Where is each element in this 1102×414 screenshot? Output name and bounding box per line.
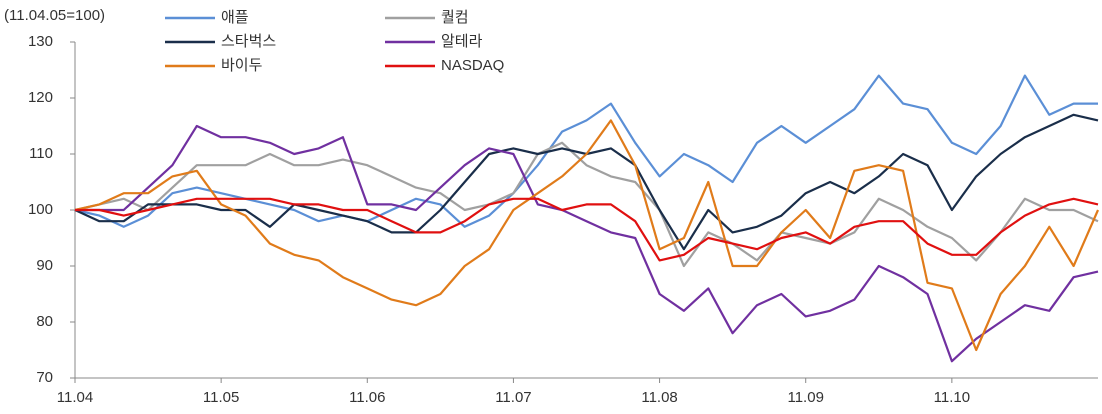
x-tick-label: 11.06 [349, 389, 385, 406]
y-tick-label: 110 [29, 145, 53, 162]
legend-label: 스타벅스 [221, 33, 276, 50]
legend-label: NASDAQ [441, 57, 504, 74]
y-tick-label: 80 [36, 313, 53, 330]
x-tick-label: 11.09 [787, 389, 823, 406]
series-line [75, 197, 1099, 262]
legend-label: 바이두 [221, 57, 263, 74]
series-line [75, 124, 1099, 363]
unit-label: (11.04.05=100) [4, 7, 105, 24]
x-tick-label: 11.07 [495, 389, 531, 406]
legend-label: 애플 [221, 9, 249, 26]
x-tick-label: 11.04 [57, 389, 93, 406]
series-line [74, 113, 1099, 251]
series-line [74, 119, 1100, 352]
x-tick-label: 11.05 [203, 389, 239, 406]
y-tick-label: 120 [28, 89, 53, 106]
x-tick-label: 11.10 [934, 389, 970, 406]
x-tick-label: 11.08 [641, 389, 677, 406]
y-tick-label: 70 [36, 369, 53, 386]
y-tick-label: 100 [28, 201, 53, 218]
y-tick-label: 90 [36, 257, 53, 274]
legend-label: 퀄컴 [441, 9, 469, 26]
series-line [74, 141, 1099, 268]
legend-label: 알테라 [441, 33, 483, 50]
y-tick-label: 130 [28, 33, 53, 50]
